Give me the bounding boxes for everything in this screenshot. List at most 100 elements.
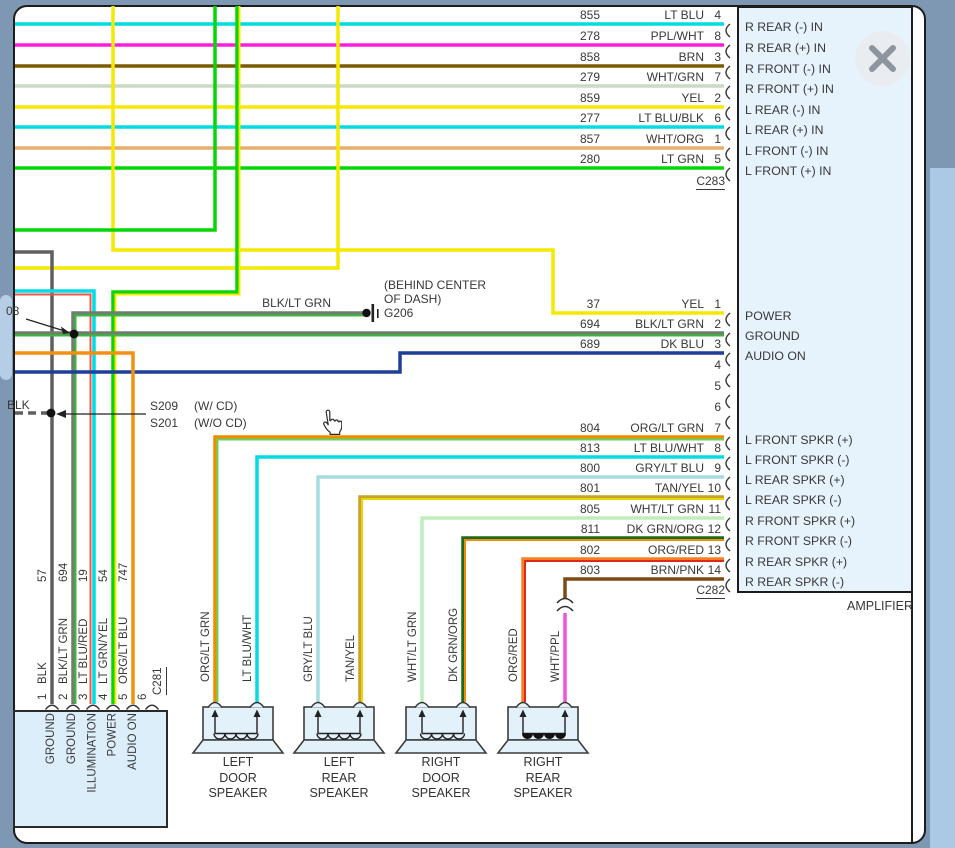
wire: [213, 435, 724, 702]
wire-color-label: ORG/RED: [508, 628, 520, 682]
coil-bump-icon: [246, 733, 259, 740]
pin-bracket-icon: [85, 704, 101, 710]
coil-bump-icon: [349, 733, 362, 740]
wire: [15, 289, 96, 704]
pin-bracket-icon: [725, 44, 731, 59]
speaker-body: [405, 706, 477, 741]
right-scrollbar-thumb[interactable]: [930, 168, 955, 848]
wire: [255, 455, 724, 702]
splice-208-partial-label: 08: [6, 304, 20, 318]
circuit-number: 37: [586, 297, 600, 311]
pin-number: 2: [58, 693, 70, 700]
wire-color-label: GRY/LT BLU: [635, 461, 704, 475]
wire-stripe: [361, 498, 724, 702]
speaker-cone: [292, 739, 386, 754]
arrow-head-icon: [253, 709, 261, 717]
pin-number: 4: [98, 693, 110, 700]
wire-color-label: ORG/RED: [647, 543, 704, 557]
splice-s209-note: (W/ CD): [194, 399, 238, 413]
signal-label: R REAR (+) IN: [745, 41, 826, 55]
pin-bracket-icon: [65, 704, 81, 710]
circuit-number: 857: [579, 132, 600, 146]
wire-color-label: YEL: [681, 297, 704, 311]
circuit-number: 811: [580, 522, 600, 536]
pin-bracket-icon: [725, 126, 731, 141]
ground-tick-icon: [377, 309, 379, 318]
pin-number: 5: [714, 152, 721, 166]
signal-label: ILLUMINATION: [86, 713, 99, 793]
wire-color-label: WHT/LT GRN: [630, 502, 704, 516]
wire: [563, 577, 724, 598]
wire-color-label: TAN/YEL: [654, 481, 704, 495]
pin-number: 3: [714, 50, 721, 64]
circuit-number: 859: [579, 91, 600, 105]
speaker-terminal-icon: [557, 701, 573, 708]
speaker-terminal-icon: [455, 701, 471, 708]
speaker-name: LEFT DOOR SPEAKER: [208, 755, 268, 800]
signal-label: R REAR (-) IN: [745, 20, 823, 34]
signal-label: L REAR SPKR (+): [745, 473, 845, 487]
arrow-head-icon: [211, 709, 219, 717]
pin-bracket-icon: [725, 106, 731, 121]
wire-color-label: DK GRN/ORG: [626, 522, 704, 536]
circuit-number: 803: [579, 563, 600, 577]
connector-c283-label: C283: [696, 174, 725, 190]
g206-label: G206: [384, 306, 414, 320]
signal-label: R REAR SPKR (+): [745, 555, 848, 569]
pin-number: 4: [714, 358, 721, 372]
circuit-number: 278: [579, 29, 600, 43]
speaker-terminal-icon: [414, 701, 430, 708]
wire: [420, 516, 724, 702]
wire: [358, 495, 724, 702]
wire-color-label: DK BLU: [660, 337, 704, 351]
splice-dot: [69, 329, 79, 339]
speaker-cone: [394, 739, 488, 754]
circuit-number: 813: [579, 441, 600, 455]
pin-bracket-icon: [144, 704, 160, 710]
signal-label: GROUND: [45, 713, 58, 765]
wire-break-icon: [556, 597, 574, 604]
wire: [71, 311, 368, 704]
wire-color-label: LT BLU: [664, 8, 704, 22]
circuit-number: 279: [579, 70, 600, 84]
circuit-number: 802: [579, 543, 600, 557]
pin-bracket-icon: [725, 394, 731, 409]
arrow-head-icon: [356, 709, 364, 717]
cursor-pointer-icon: [323, 409, 342, 435]
pin-bracket-icon: [725, 517, 731, 532]
pin-number: 3: [714, 337, 721, 351]
wire: [15, 250, 54, 704]
wire: [461, 536, 724, 702]
blk-wire-label: BLK: [7, 398, 30, 412]
pin-number: 11: [708, 502, 721, 516]
pin-bracket-icon: [725, 578, 731, 593]
pin-number: 1: [714, 297, 721, 311]
signal-label: POWER: [745, 309, 792, 323]
speaker-name: LEFT REAR SPEAKER: [309, 755, 369, 800]
pin-bracket-icon: [44, 704, 60, 710]
close-button[interactable]: [855, 31, 910, 86]
amplifier-box: [737, 6, 913, 593]
ground-bar-icon: [371, 304, 375, 322]
pin-bracket-icon: [725, 65, 731, 80]
left-scrollbar-thumb[interactable]: [0, 295, 12, 380]
signal-label: R FRONT SPKR (+): [745, 514, 856, 528]
wire-break-icon: [556, 605, 574, 612]
pin-number: 1: [37, 693, 49, 700]
signal-label: R FRONT (-) IN: [745, 62, 831, 76]
coil-bump-icon: [522, 733, 533, 740]
speaker-cone: [496, 739, 590, 754]
wire: [316, 475, 724, 702]
wire-color-label: WHT/PPL: [550, 630, 562, 682]
signal-label: L FRONT (+) IN: [745, 164, 832, 178]
circuit-number: 800: [579, 461, 600, 475]
circuit-number: 694: [579, 317, 600, 331]
coil-bump-icon: [452, 733, 466, 740]
close-icon: [869, 45, 896, 72]
pin-bracket-icon: [725, 352, 731, 367]
pin-number: 7: [714, 421, 721, 435]
splice-s201-note: (W/O CD): [194, 416, 247, 430]
wire: [15, 6, 217, 232]
